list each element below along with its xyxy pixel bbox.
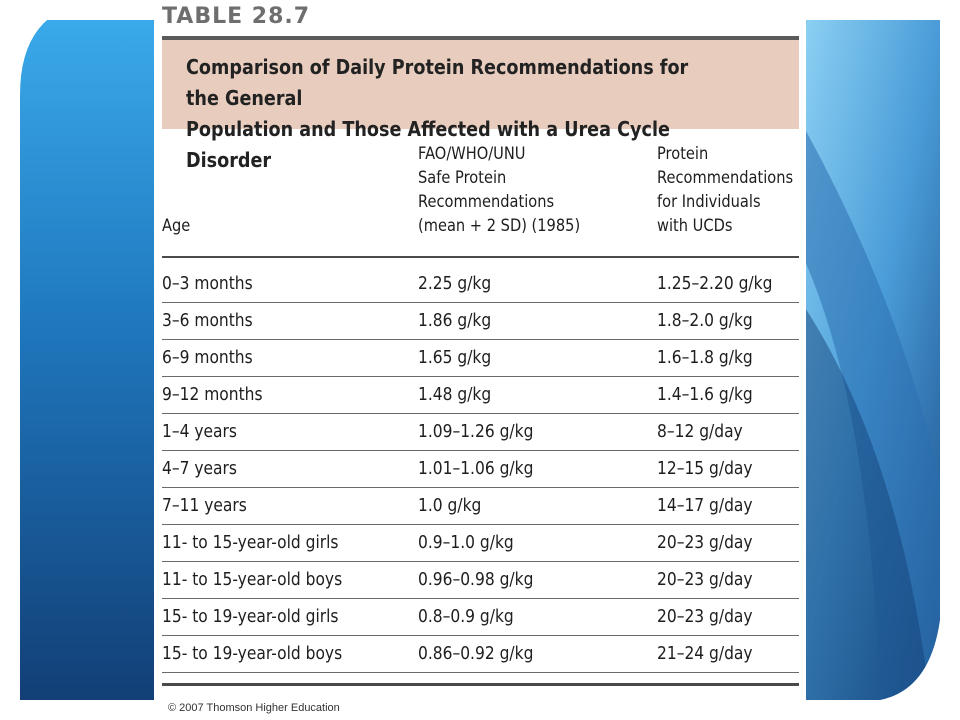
header-fao-line: Recommendations [418, 192, 555, 212]
cell-fao: 2.25 g/kg [418, 273, 492, 294]
cell-ucd: 1.4–1.6 g/kg [657, 384, 753, 405]
header-ucd-line: Recommendations [657, 168, 794, 188]
table-title-band: Comparison of Daily Protein Recommendati… [162, 36, 799, 172]
table-row: 9–12 months 1.48 g/kg 1.4–1.6 g/kg [162, 377, 799, 414]
cell-fao: 1.86 g/kg [418, 310, 492, 331]
table-number: TABLE 28.7 [162, 4, 311, 29]
cell-age: 15- to 19-year-old girls [162, 606, 339, 627]
header-fao-line: Safe Protein [418, 168, 507, 188]
table-row: 15- to 19-year-old girls 0.8–0.9 g/kg 20–2… [162, 599, 799, 636]
header-ucd-line: with UCDs [657, 216, 733, 236]
cell-fao: 1.09–1.26 g/kg [418, 421, 534, 442]
table-row: 1–4 years 1.09–1.26 g/kg 8–12 g/day [162, 414, 799, 451]
cell-age: 6–9 months [162, 347, 253, 368]
protein-table: Age FAO/WHO/UNU Safe Protein Recommendat… [162, 130, 799, 673]
copyright-notice: © 2007 Thomson Higher Education [168, 702, 340, 714]
table-row: 3–6 months 1.86 g/kg 1.8–2.0 g/kg [162, 303, 799, 340]
header-ucd: Protein Recommendations for Individuals … [657, 142, 829, 238]
cell-fao: 1.65 g/kg [418, 347, 492, 368]
header-ucd-line: for Individuals [657, 192, 761, 212]
cell-fao: 0.96–0.98 g/kg [418, 569, 534, 590]
table-row: 4–7 years 1.01–1.06 g/kg 12–15 g/day [162, 451, 799, 488]
header-age: Age [162, 216, 191, 236]
cell-fao: 0.86–0.92 g/kg [418, 643, 534, 664]
header-fao-line: FAO/WHO/UNU [418, 144, 526, 164]
title-line-2: Population and Those Affected with a Ure… [186, 117, 670, 172]
cell-ucd: 1.25–2.20 g/kg [657, 273, 773, 294]
table-row: 11- to 15-year-old girls 0.9–1.0 g/kg 20–2… [162, 525, 799, 562]
cell-fao: 1.0 g/kg [418, 495, 482, 516]
cell-age: 4–7 years [162, 458, 237, 479]
table-title: Comparison of Daily Protein Recommendati… [186, 52, 714, 176]
title-line-1: Comparison of Daily Protein Recommendati… [186, 55, 689, 110]
cell-ucd: 12–15 g/day [657, 458, 753, 479]
cell-age: 1–4 years [162, 421, 237, 442]
cell-ucd: 1.6–1.8 g/kg [657, 347, 753, 368]
cell-fao: 1.01–1.06 g/kg [418, 458, 534, 479]
cell-ucd: 20–23 g/day [657, 569, 753, 590]
table-panel: TABLE 28.7 Comparison of Daily Protein R… [154, 0, 806, 720]
table-row: 11- to 15-year-old boys 0.96–0.98 g/kg 20–… [162, 562, 799, 599]
cell-ucd: 20–23 g/day [657, 532, 753, 553]
table-header: Age FAO/WHO/UNU Safe Protein Recommendat… [162, 130, 799, 258]
cell-ucd: 1.8–2.0 g/kg [657, 310, 753, 331]
table-bottom-rule [162, 683, 799, 686]
cell-age: 11- to 15-year-old boys [162, 569, 343, 590]
table-row: 6–9 months 1.65 g/kg 1.6–1.8 g/kg [162, 340, 799, 377]
cell-age: 0–3 months [162, 273, 253, 294]
cell-fao: 0.8–0.9 g/kg [418, 606, 514, 627]
cell-age: 9–12 months [162, 384, 263, 405]
cell-ucd: 21–24 g/day [657, 643, 753, 664]
cell-age: 15- to 19-year-old boys [162, 643, 343, 664]
cell-age: 3–6 months [162, 310, 253, 331]
cell-ucd: 14–17 g/day [657, 495, 753, 516]
table-body: 0–3 months 2.25 g/kg 1.25–2.20 g/kg 3–6 mon… [162, 258, 799, 673]
cell-ucd: 8–12 g/day [657, 421, 743, 442]
cell-fao: 0.9–1.0 g/kg [418, 532, 514, 553]
table-row: 15- to 19-year-old boys 0.86–0.92 g/kg 21–… [162, 636, 799, 673]
table-row: 7–11 years 1.0 g/kg 14–17 g/day [162, 488, 799, 525]
cell-fao: 1.48 g/kg [418, 384, 492, 405]
header-fao-line: (mean + 2 SD) (1985) [418, 216, 581, 236]
cell-age: 7–11 years [162, 495, 247, 516]
header-fao: FAO/WHO/UNU Safe Protein Recommendations… [418, 142, 616, 238]
cell-ucd: 20–23 g/day [657, 606, 753, 627]
cell-age: 11- to 15-year-old girls [162, 532, 339, 553]
header-ucd-line: Protein [657, 144, 709, 164]
table-row: 0–3 months 2.25 g/kg 1.25–2.20 g/kg [162, 258, 799, 303]
